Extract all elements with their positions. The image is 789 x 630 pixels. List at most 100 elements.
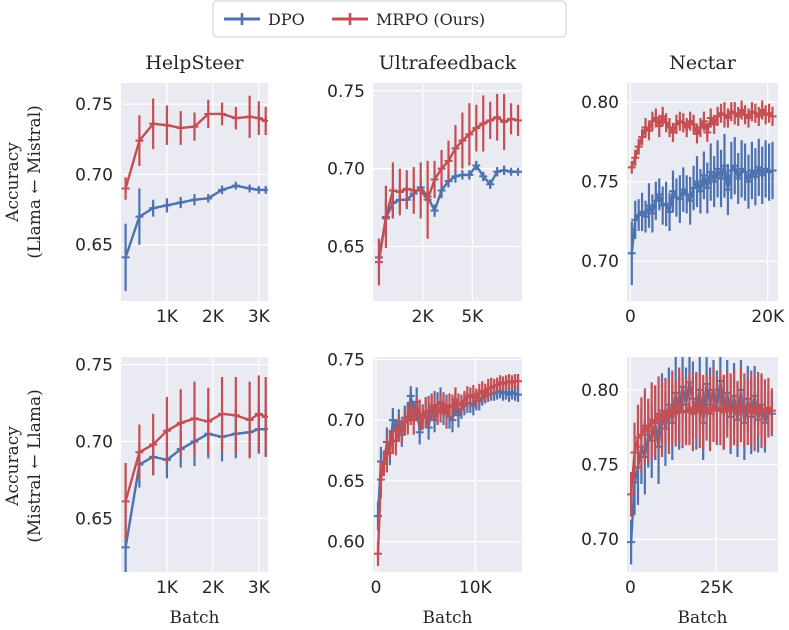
- x-tick-label: 0: [625, 578, 636, 598]
- data-point: [472, 124, 481, 133]
- data-point: [416, 186, 425, 195]
- data-point: [121, 497, 130, 506]
- legend-frame: [212, 0, 567, 38]
- y-tick-label: 0.65: [327, 238, 365, 258]
- data-point: [254, 185, 263, 194]
- data-point: [149, 204, 158, 213]
- data-point: [514, 167, 522, 176]
- data-point: [627, 249, 636, 258]
- chart-panel-1: 0.65 0.70 0.75 1K 2K 3K HelpSteer: [75, 52, 271, 327]
- y-tick-label: 0.75: [327, 350, 365, 370]
- data-point: [135, 448, 144, 457]
- legend-marker-dpo: [236, 13, 248, 25]
- x-tick-label: 0: [371, 578, 382, 598]
- data-point: [261, 185, 268, 194]
- legend-label-mrpo: MRPO (Ours): [376, 10, 485, 29]
- x-tick-label: 2K: [202, 578, 225, 598]
- data-point: [162, 201, 171, 210]
- data-point: [388, 186, 397, 195]
- y-tick-label: 0.70: [75, 165, 113, 185]
- data-point: [689, 120, 698, 129]
- data-point: [437, 186, 446, 195]
- data-point: [245, 184, 254, 193]
- y-tick-label: 0.80: [581, 381, 619, 401]
- series-mrpo: [374, 93, 522, 286]
- legend-entry-dpo[interactable]: DPO: [224, 10, 305, 29]
- data-point: [121, 184, 130, 193]
- series-mrpo: [121, 95, 268, 200]
- x-axis-label: Batch: [678, 608, 728, 628]
- data-point: [204, 417, 213, 426]
- x-tick-label: 10K: [459, 578, 493, 598]
- data-point: [514, 390, 522, 399]
- data-point: [395, 188, 404, 196]
- y-tick-label: 0.75: [75, 95, 113, 115]
- panel-title: HelpSteer: [145, 52, 244, 74]
- data-point: [409, 186, 418, 195]
- row-label-bottom-line1: Accuracy: [3, 426, 23, 507]
- x-tick-label: 5K: [461, 307, 484, 327]
- y-tick-label: 0.65: [75, 509, 113, 529]
- series-mrpo: [373, 374, 522, 566]
- x-tick-label: 2K: [412, 307, 435, 327]
- data-point: [768, 166, 777, 175]
- data-point: [204, 109, 213, 118]
- chart-panel-5: 0.60 0.65 0.70 0.75 0 10K Batch: [327, 350, 522, 628]
- y-tick-label: 0.65: [327, 472, 365, 492]
- y-tick-label: 0.75: [581, 173, 619, 193]
- data-point: [261, 116, 268, 125]
- data-point: [493, 113, 502, 122]
- legend-entry-mrpo[interactable]: MRPO (Ours): [332, 10, 485, 29]
- series-group: [374, 93, 522, 286]
- data-point: [162, 121, 171, 130]
- data-point: [254, 114, 263, 123]
- data-point: [451, 172, 460, 181]
- data-point: [245, 415, 254, 424]
- data-point: [514, 116, 522, 125]
- chart-panel-2: 0.65 0.70 0.75 2K 5K Ultrafeedback: [327, 52, 522, 327]
- data-point: [374, 258, 383, 267]
- data-point: [486, 180, 495, 189]
- data-point: [634, 142, 643, 151]
- data-point: [699, 117, 708, 126]
- x-tick-label: 20K: [751, 307, 785, 327]
- data-point: [465, 170, 474, 179]
- data-point: [767, 406, 776, 415]
- row-label-top-line2: (Llama ← Mistral): [25, 105, 45, 259]
- data-point: [493, 167, 502, 176]
- series-mrpo: [627, 100, 777, 174]
- legend-label-dpo: DPO: [268, 10, 305, 29]
- data-point: [768, 112, 777, 121]
- data-point: [190, 195, 199, 204]
- data-point: [162, 426, 171, 435]
- data-point: [381, 212, 390, 221]
- chart-panel-3: 0.70 0.75 0.80 0 20K Nectar: [581, 52, 785, 327]
- series-group: [121, 95, 268, 292]
- series-group: [373, 374, 522, 566]
- data-point: [190, 122, 199, 131]
- data-point: [135, 136, 144, 145]
- series-line: [124, 412, 267, 502]
- x-tick-label: 25K: [700, 578, 734, 598]
- data-point: [415, 428, 424, 437]
- data-point: [218, 185, 227, 194]
- x-tick-label: 3K: [248, 307, 271, 327]
- data-point: [486, 116, 495, 125]
- data-point: [444, 156, 453, 165]
- series-mrpo: [121, 375, 268, 540]
- data-point: [176, 198, 185, 207]
- data-point: [261, 412, 268, 421]
- data-point: [665, 207, 674, 216]
- y-tick-label: 0.65: [75, 236, 113, 256]
- data-point: [376, 475, 385, 484]
- data-point: [627, 490, 636, 499]
- data-point: [631, 153, 640, 162]
- data-point: [406, 391, 415, 400]
- data-point: [479, 172, 488, 181]
- data-point: [402, 184, 411, 193]
- data-point: [121, 543, 130, 552]
- row-label-top-line1: Accuracy: [3, 142, 23, 223]
- y-tick-label: 0.70: [75, 432, 113, 452]
- legend-marker-mrpo: [344, 13, 356, 25]
- row-label-bottom: Accuracy (Mistral ← Llama): [3, 389, 45, 543]
